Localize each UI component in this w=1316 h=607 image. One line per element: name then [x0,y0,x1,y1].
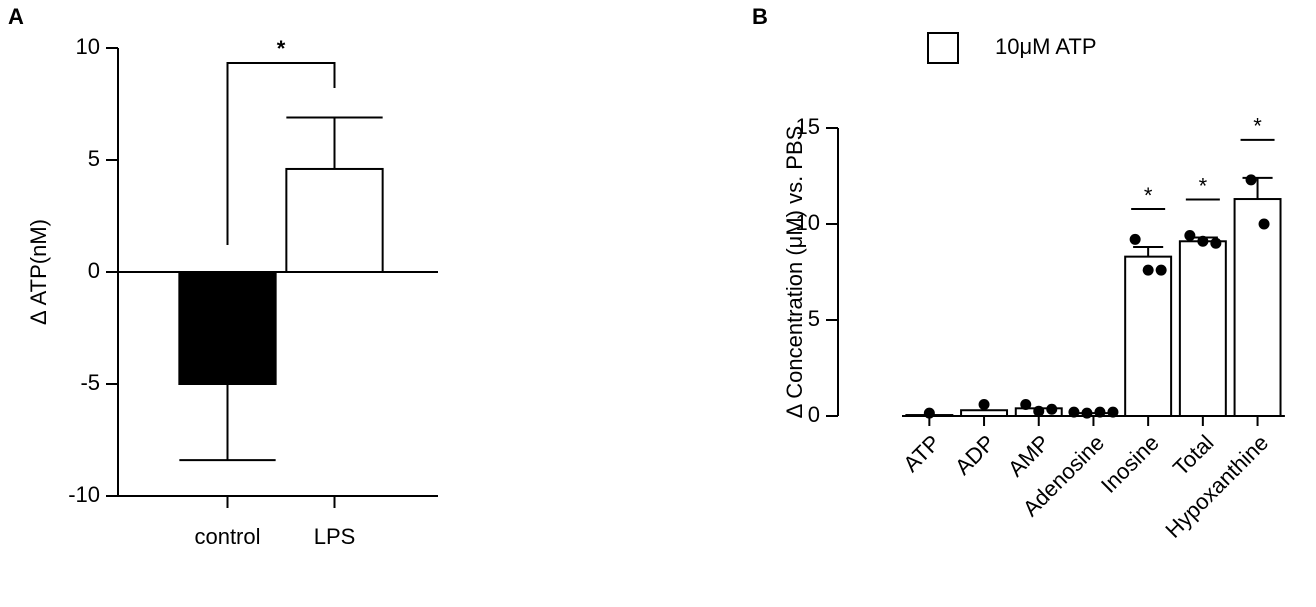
panel-label: A [8,4,24,29]
bar [1124,255,1173,418]
data-point [1129,233,1141,245]
x-tick-label: ATP [898,430,945,477]
bar [285,167,384,274]
data-point [978,398,990,410]
data-point [1046,403,1058,415]
y-axis-label: Δ ATP(nM) [26,219,51,325]
significance-bracket [226,62,336,245]
data-point [1210,237,1222,249]
legend-label: 10μM ATP [995,34,1097,59]
bar [1233,198,1282,417]
significance-star: * [277,36,286,61]
bar [1178,240,1227,417]
y-tick-label: 5 [88,146,100,171]
y-tick-label: 0 [808,402,820,427]
bar [178,271,277,385]
data-point [1020,398,1032,410]
x-tick-label: control [194,524,260,549]
x-tick-label: Total [1168,430,1219,481]
x-tick-label: ADP [950,430,1000,480]
data-point [1107,406,1119,418]
y-tick-label: 15 [796,114,820,139]
significance-star: * [1144,183,1153,208]
x-tick-label: LPS [314,524,356,549]
significance-star: * [1199,173,1208,198]
data-point [1184,230,1196,242]
data-point [1142,264,1154,276]
y-axis-label: Δ Concentration (μM) vs. PBS [782,126,807,419]
y-tick-label: -10 [68,482,100,507]
data-point [1033,405,1045,417]
y-tick-label: -5 [80,370,100,395]
data-point [1245,174,1257,186]
data-point [1094,406,1106,418]
data-point [1155,264,1167,276]
y-tick-label: 10 [76,34,100,59]
significance-star: * [1253,114,1262,139]
y-tick-label: 0 [88,258,100,283]
data-point [1197,235,1209,247]
y-tick-label: 5 [808,306,820,331]
panel-label: B [752,4,768,29]
data-point [1068,406,1080,418]
y-tick-label: 10 [796,210,820,235]
data-point [1258,218,1270,230]
legend-swatch [927,32,959,64]
x-tick-label: Inosine [1096,430,1164,498]
